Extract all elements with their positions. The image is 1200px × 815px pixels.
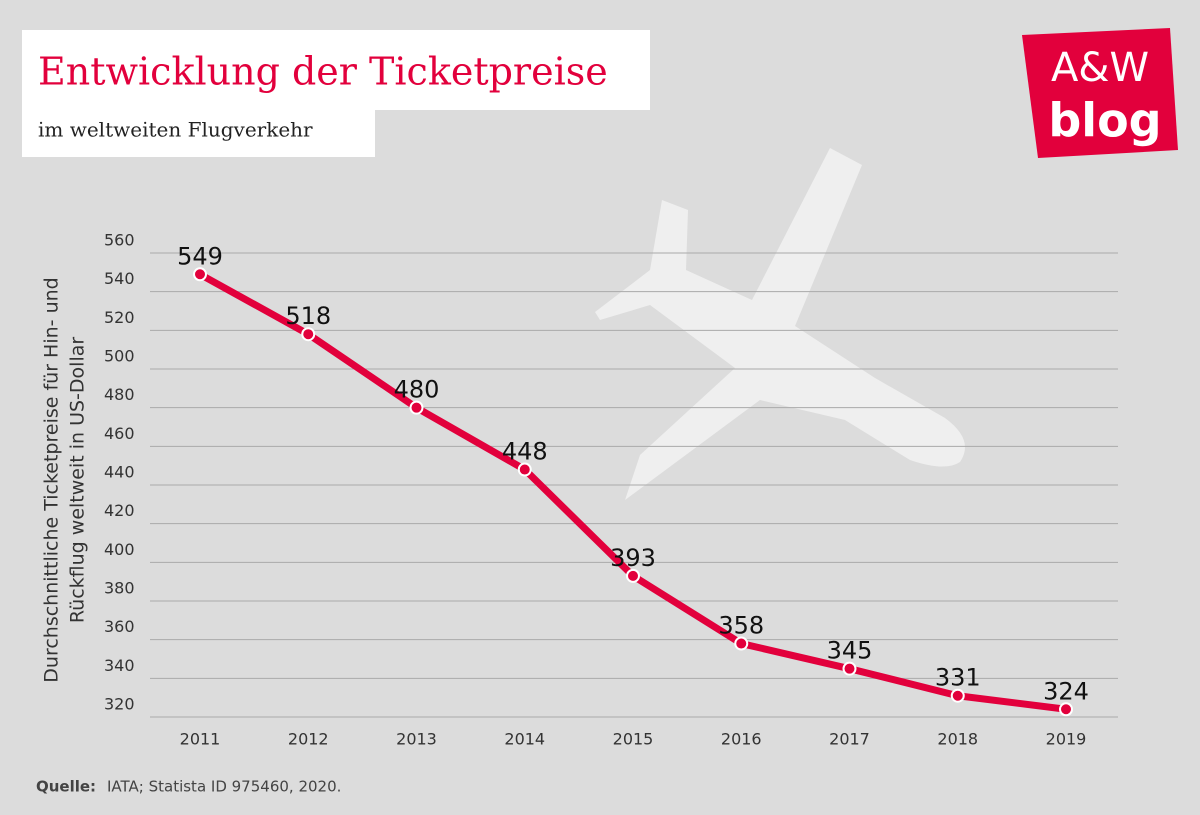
y-tick-label: 340 bbox=[104, 656, 135, 675]
data-label: 345 bbox=[827, 637, 873, 665]
x-tick-label: 2013 bbox=[396, 730, 437, 749]
y-tick-label: 480 bbox=[104, 385, 135, 404]
data-point bbox=[842, 661, 857, 676]
data-label: 549 bbox=[177, 242, 223, 270]
x-tick-label: 2019 bbox=[1046, 730, 1087, 749]
y-tick-label: 500 bbox=[104, 347, 135, 366]
data-point bbox=[950, 688, 965, 703]
source-text: IATA; Statista ID 975460, 2020. bbox=[107, 778, 341, 796]
data-point bbox=[1059, 702, 1073, 717]
logo-text: blog bbox=[1048, 94, 1161, 148]
x-tick-label: 2018 bbox=[937, 730, 978, 749]
data-point bbox=[301, 327, 316, 342]
data-label: 393 bbox=[610, 544, 656, 572]
x-tick-label: 2017 bbox=[829, 730, 870, 749]
y-tick-label: 420 bbox=[104, 501, 135, 520]
chart-subtitle: im weltweiten Flugverkehr bbox=[38, 118, 313, 142]
data-point bbox=[193, 267, 207, 282]
y-tick-label: 320 bbox=[104, 695, 135, 714]
y-tick-label: 460 bbox=[104, 424, 135, 443]
y-tick-label: 520 bbox=[104, 308, 135, 327]
data-label: 448 bbox=[502, 438, 548, 466]
data-label: 324 bbox=[1043, 677, 1089, 705]
x-tick-label: 2012 bbox=[288, 730, 329, 749]
x-tick-label: 2014 bbox=[504, 730, 545, 749]
data-label: 358 bbox=[718, 612, 764, 640]
chart-title: Entwicklung der Ticketpreise bbox=[38, 50, 608, 94]
logo-text: A&W bbox=[1051, 45, 1149, 91]
x-tick-label: 2016 bbox=[721, 730, 762, 749]
data-point bbox=[409, 400, 424, 415]
y-tick-label: 380 bbox=[104, 579, 135, 598]
y-tick-label: 360 bbox=[104, 617, 135, 636]
title-box bbox=[22, 30, 650, 110]
logo: A&W blog bbox=[1022, 28, 1178, 158]
data-point bbox=[626, 568, 640, 583]
data-point bbox=[517, 462, 532, 477]
y-axis-label: Rückflug weltweit in US-Dollar bbox=[67, 337, 89, 624]
logo-box bbox=[1022, 28, 1178, 158]
data-label: 331 bbox=[935, 664, 981, 692]
y-tick-label: 400 bbox=[104, 540, 135, 559]
y-tick-label: 440 bbox=[104, 463, 135, 482]
data-label: 480 bbox=[394, 376, 440, 404]
y-tick-label: 540 bbox=[104, 269, 135, 288]
subtitle-box bbox=[22, 105, 375, 157]
y-tick-label: 560 bbox=[104, 231, 135, 250]
source-label: Quelle: bbox=[36, 778, 96, 796]
data-point bbox=[734, 636, 749, 651]
x-tick-label: 2015 bbox=[613, 730, 654, 749]
y-axis-label: Durchschnittliche Ticketpreise für Hin- … bbox=[41, 277, 63, 682]
plane-icon bbox=[595, 148, 965, 500]
data-label: 518 bbox=[285, 302, 331, 330]
x-tick-label: 2011 bbox=[180, 730, 221, 749]
